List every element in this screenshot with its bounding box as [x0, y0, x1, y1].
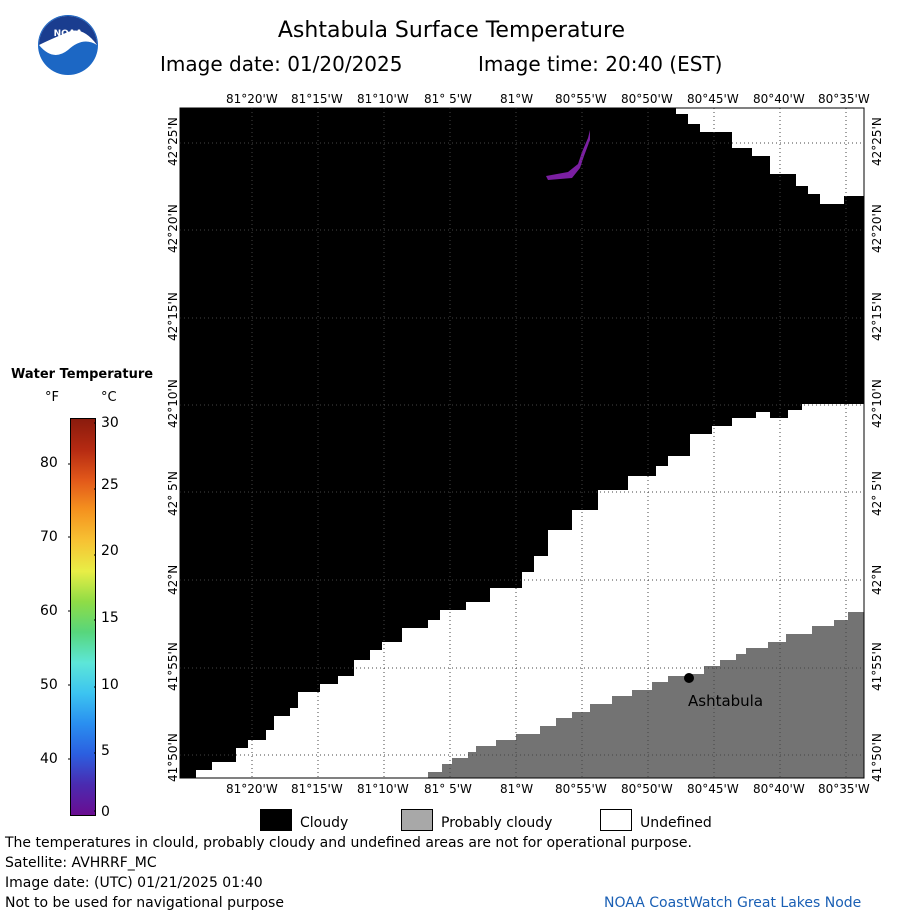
c-tick-5: 5	[101, 743, 110, 759]
lon-label-top-1: 81°15'W	[291, 92, 343, 106]
lat-label-right-1: 42°20'N	[870, 204, 884, 253]
ashtabula-city-dot	[684, 673, 694, 683]
lon-label-bottom-5: 80°55'W	[555, 782, 607, 796]
legend-swatch-undefined	[600, 809, 632, 831]
footer-image-date: Image date: (UTC) 01/21/2025 01:40	[5, 875, 263, 891]
cloudy-region	[180, 108, 864, 778]
c-tick-15: 15	[101, 610, 119, 626]
map-frame	[179, 107, 865, 779]
lat-label-right-6: 41°55'N	[870, 642, 884, 691]
lon-label-bottom-7: 80°45'W	[687, 782, 739, 796]
lon-label-bottom-4: 81°W	[500, 782, 534, 796]
f-tick-50: 50	[40, 677, 58, 693]
footer-satellite: Satellite: AVHRRF_MC	[5, 855, 157, 871]
lon-label-top-3: 81° 5'W	[424, 92, 472, 106]
colorbar-unit-f: °F	[45, 390, 59, 405]
lon-label-bottom-9: 80°35'W	[818, 782, 870, 796]
image-time-label: Image time: 20:40 (EST)	[478, 52, 723, 76]
lat-label-right-7: 41°50'N	[870, 733, 884, 782]
lat-label-left-7: 41°50'N	[166, 733, 180, 782]
lon-label-bottom-6: 80°50'W	[621, 782, 673, 796]
lon-label-bottom-3: 81° 5'W	[424, 782, 472, 796]
footer-navigation-warning: Not to be used for navigational purpose	[5, 895, 284, 911]
lon-label-bottom-0: 81°20'W	[226, 782, 278, 796]
legend-swatch-cloudy	[260, 809, 292, 831]
lat-label-right-5: 42°N	[870, 564, 884, 595]
c-tick-0: 0	[101, 804, 110, 820]
lat-label-left-6: 41°55'N	[166, 642, 180, 691]
lat-label-left-1: 42°20'N	[166, 204, 180, 253]
lon-label-bottom-1: 81°15'W	[291, 782, 343, 796]
c-tick-30: 30	[101, 415, 119, 431]
f-tick-60: 60	[40, 603, 58, 619]
colorbar-ticks	[68, 422, 96, 812]
lon-label-top-6: 80°50'W	[621, 92, 673, 106]
lat-label-left-4: 42° 5'N	[166, 471, 180, 516]
lat-label-left-0: 42°25'N	[166, 117, 180, 166]
lat-label-right-4: 42° 5'N	[870, 471, 884, 516]
ashtabula-city-label: Ashtabula	[688, 692, 763, 710]
lon-label-top-4: 81°W	[500, 92, 534, 106]
probably-cloudy-region	[428, 612, 864, 778]
lon-label-top-5: 80°55'W	[555, 92, 607, 106]
lon-label-top-9: 80°35'W	[818, 92, 870, 106]
lat-label-left-2: 42°15'N	[166, 292, 180, 341]
f-tick-80: 80	[40, 455, 58, 471]
f-tick-70: 70	[40, 529, 58, 545]
footer-disclaimer: The temperatures in clould, probably clo…	[5, 835, 692, 851]
footer-credit: NOAA CoastWatch Great Lakes Node	[604, 895, 862, 911]
colorbar-unit-c: °C	[101, 390, 117, 405]
colorbar-title: Water Temperature	[11, 367, 154, 382]
legend-label-undefined: Undefined	[640, 815, 712, 831]
image-date-label: Image date: 01/20/2025	[160, 52, 403, 76]
lon-label-top-7: 80°45'W	[687, 92, 739, 106]
water-temperature-patch	[546, 130, 590, 180]
c-tick-10: 10	[101, 677, 119, 693]
legend-swatch-probably-cloudy	[401, 809, 433, 831]
lon-label-bottom-8: 80°40'W	[753, 782, 805, 796]
lat-label-right-2: 42°15'N	[870, 292, 884, 341]
lon-label-top-8: 80°40'W	[753, 92, 805, 106]
lat-label-right-3: 42°10'N	[870, 379, 884, 428]
colorbar	[70, 418, 96, 816]
f-tick-40: 40	[40, 751, 58, 767]
noaa-logo-text: NOAA	[54, 29, 83, 39]
lat-label-left-3: 42°10'N	[166, 379, 180, 428]
legend-label-cloudy: Cloudy	[300, 815, 349, 831]
legend-label-probably-cloudy: Probably cloudy	[441, 815, 553, 831]
noaa-logo: NOAA	[37, 14, 99, 76]
lon-label-bottom-2: 81°10'W	[357, 782, 409, 796]
page-title: Ashtabula Surface Temperature	[277, 18, 626, 43]
lon-label-top-0: 81°20'W	[226, 92, 278, 106]
c-tick-20: 20	[101, 543, 119, 559]
lon-label-top-2: 81°10'W	[357, 92, 409, 106]
lat-label-left-5: 42°N	[166, 564, 180, 595]
lat-label-right-0: 42°25'N	[870, 117, 884, 166]
c-tick-25: 25	[101, 477, 119, 493]
